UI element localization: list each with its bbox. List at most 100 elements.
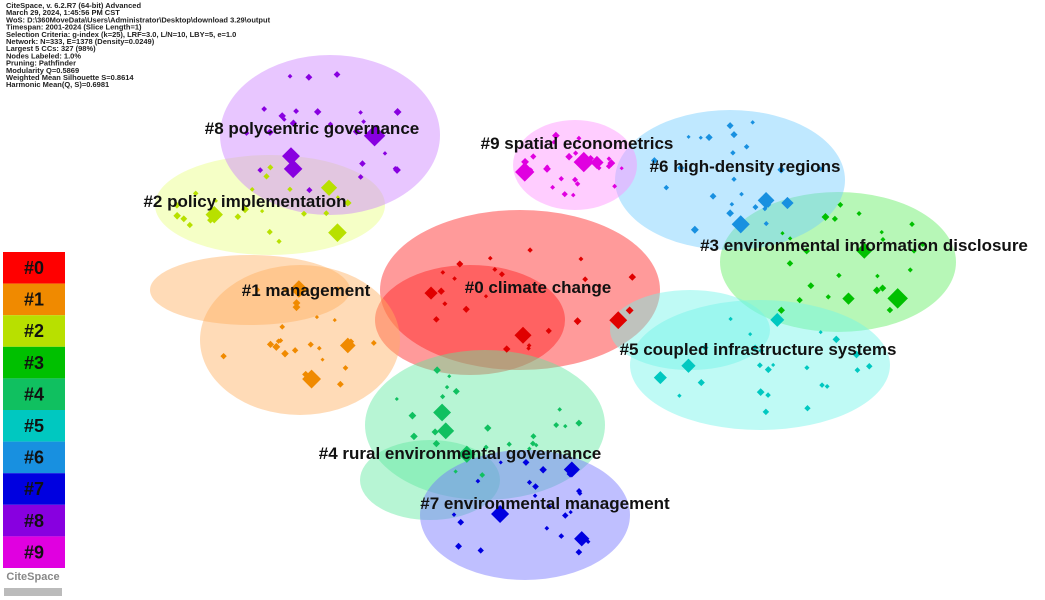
node bbox=[314, 315, 319, 320]
node bbox=[663, 184, 670, 191]
node bbox=[457, 518, 465, 526]
node bbox=[752, 204, 759, 211]
node bbox=[361, 119, 367, 125]
node bbox=[267, 164, 274, 171]
node bbox=[605, 163, 613, 170]
node bbox=[819, 382, 825, 388]
node bbox=[207, 216, 214, 224]
node bbox=[458, 445, 476, 463]
node bbox=[576, 488, 583, 495]
node bbox=[283, 287, 289, 293]
node bbox=[514, 326, 532, 344]
node bbox=[777, 165, 785, 174]
node bbox=[872, 286, 881, 295]
node bbox=[544, 525, 550, 531]
node bbox=[558, 176, 564, 182]
node bbox=[771, 362, 776, 367]
node bbox=[455, 542, 463, 550]
node bbox=[697, 378, 705, 387]
node bbox=[305, 73, 313, 81]
node bbox=[479, 472, 486, 478]
node bbox=[363, 124, 386, 147]
header-line: Nodes Labeled: 1.0% bbox=[6, 51, 81, 60]
node bbox=[266, 340, 275, 348]
node bbox=[818, 330, 823, 335]
node bbox=[281, 117, 287, 122]
node bbox=[709, 192, 717, 200]
node bbox=[550, 184, 556, 190]
node bbox=[492, 267, 498, 272]
node bbox=[553, 422, 560, 428]
node bbox=[765, 201, 772, 208]
node bbox=[575, 419, 583, 427]
node bbox=[590, 155, 604, 170]
node bbox=[456, 260, 464, 268]
node bbox=[462, 305, 470, 313]
node bbox=[186, 221, 193, 229]
node bbox=[320, 179, 338, 196]
node bbox=[502, 345, 511, 353]
legend-swatch bbox=[3, 504, 65, 537]
node bbox=[786, 260, 794, 267]
node bbox=[758, 347, 765, 354]
legend-swatch bbox=[3, 283, 65, 316]
node bbox=[526, 346, 531, 351]
cluster-label: #0 climate change bbox=[465, 278, 611, 297]
node bbox=[483, 294, 489, 299]
legend-swatch bbox=[3, 346, 65, 379]
node bbox=[292, 299, 301, 307]
node bbox=[180, 215, 188, 223]
node bbox=[358, 110, 363, 115]
node bbox=[532, 493, 538, 498]
node bbox=[320, 357, 325, 362]
node bbox=[545, 327, 552, 334]
node bbox=[442, 301, 448, 307]
legend-swatch bbox=[3, 315, 65, 347]
node bbox=[249, 186, 255, 192]
node bbox=[752, 344, 759, 351]
header-line: Largest 5 CCs: 327 (98%) bbox=[6, 44, 96, 53]
node bbox=[701, 344, 709, 351]
logo: CiteSpace bbox=[4, 571, 62, 596]
node bbox=[807, 282, 815, 290]
node bbox=[909, 221, 915, 227]
cluster-label: #2 policy implementation bbox=[143, 192, 346, 211]
node bbox=[521, 157, 529, 166]
node bbox=[546, 504, 552, 510]
node bbox=[316, 345, 322, 351]
node bbox=[683, 362, 690, 369]
node bbox=[625, 306, 634, 315]
node bbox=[762, 206, 768, 212]
node bbox=[804, 365, 810, 371]
node bbox=[433, 403, 452, 422]
header-line: WoS: D:\360MoveData\Users\Administrator\… bbox=[6, 15, 271, 24]
node bbox=[565, 152, 573, 161]
cluster-label: #9 spatial econometrics bbox=[481, 134, 674, 153]
node bbox=[347, 338, 355, 345]
cluster-area bbox=[155, 155, 385, 255]
node bbox=[532, 483, 539, 490]
node bbox=[582, 276, 589, 283]
node bbox=[919, 241, 926, 248]
node bbox=[728, 316, 733, 322]
node bbox=[677, 393, 682, 398]
node bbox=[279, 324, 286, 330]
node bbox=[731, 215, 750, 234]
node bbox=[596, 283, 602, 289]
node bbox=[756, 388, 765, 396]
header-line: Network: N=333, E=1378 (Density=0.0249) bbox=[6, 37, 155, 46]
legend-swatch bbox=[3, 378, 65, 410]
node bbox=[484, 424, 492, 432]
legend-label: #2 bbox=[24, 321, 44, 341]
node bbox=[293, 108, 299, 115]
node bbox=[650, 157, 658, 164]
legend-label: #7 bbox=[24, 479, 44, 499]
node bbox=[330, 184, 337, 190]
node bbox=[393, 166, 401, 174]
cluster-label: #1 management bbox=[242, 281, 371, 300]
node bbox=[432, 439, 441, 448]
node bbox=[281, 349, 289, 358]
node bbox=[748, 332, 753, 337]
node bbox=[357, 174, 364, 180]
node bbox=[382, 151, 388, 156]
